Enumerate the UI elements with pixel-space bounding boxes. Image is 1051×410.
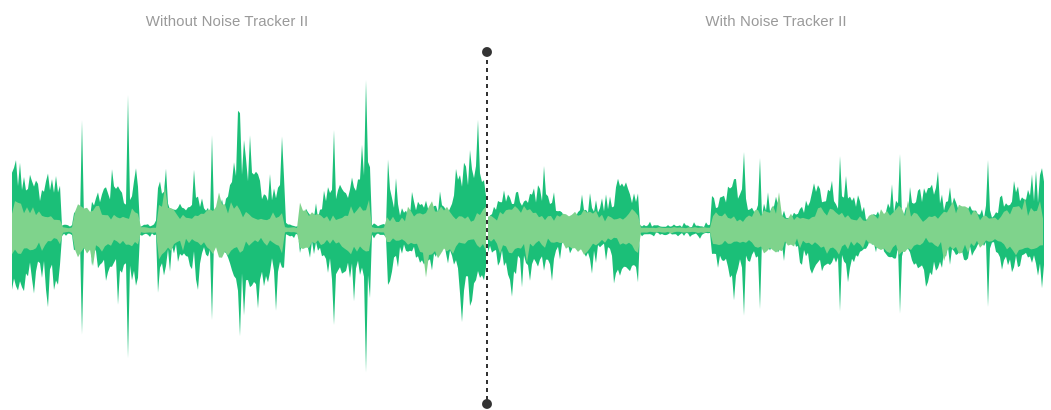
label-with-noise-tracker: With Noise Tracker II — [705, 13, 847, 30]
divider-bottom-handle-icon[interactable] — [482, 399, 492, 409]
waveform-right-group — [488, 152, 1044, 316]
label-without-noise-tracker: Without Noise Tracker II — [145, 13, 309, 30]
waveform-left-group — [12, 80, 486, 373]
waveform-right-inner — [488, 192, 1043, 263]
divider-top-handle-icon[interactable] — [482, 47, 492, 57]
waveform-left-inner — [12, 187, 486, 278]
